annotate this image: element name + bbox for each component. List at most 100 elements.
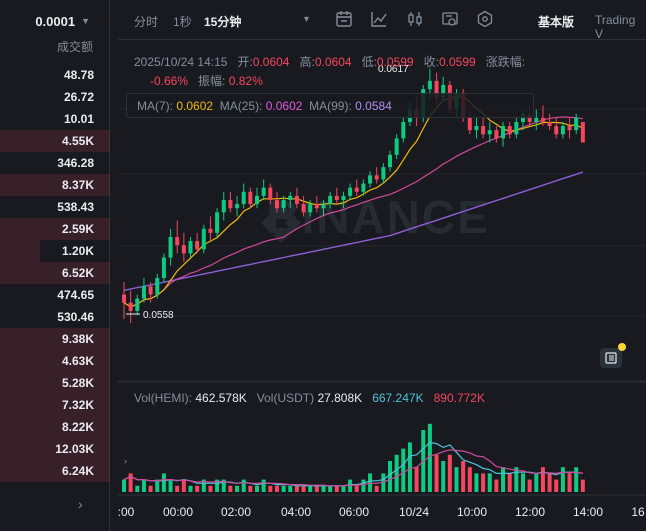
- depth-bar: [0, 174, 110, 196]
- high-marker-label: 0.0617: [378, 64, 409, 75]
- candle-body: [228, 200, 233, 209]
- candle-body: [540, 117, 545, 122]
- orderbook-row[interactable]: 9.38K: [0, 328, 110, 350]
- caret-down-icon: ▼: [81, 16, 90, 26]
- volume-bar: [181, 479, 186, 492]
- orderbook-row[interactable]: 7.32K: [0, 394, 110, 416]
- candle-body: [547, 121, 552, 127]
- candle-body: [161, 257, 166, 279]
- tab-basic[interactable]: 基本版: [538, 15, 575, 29]
- depth-bar: [0, 262, 110, 284]
- candle-body: [507, 126, 512, 135]
- volume-bar: [427, 423, 432, 492]
- vol-hemi-label: Vol(HEMI):: [134, 391, 193, 405]
- candle-body: [321, 204, 326, 209]
- turnover-column-header: 成交额: [56, 40, 93, 54]
- precision-select[interactable]: 0.0001 ▼: [0, 0, 110, 42]
- tab-1s[interactable]: 1秒: [173, 15, 192, 29]
- ma25-line: [123, 116, 583, 308]
- candle-body: [281, 200, 286, 209]
- orderbook-row[interactable]: 26.72: [0, 86, 110, 108]
- tab-time[interactable]: 分时: [134, 15, 159, 29]
- candle-body: [374, 175, 379, 180]
- orderbook-row[interactable]: 1.20K: [0, 240, 110, 262]
- depth-bar: [0, 218, 110, 240]
- orderbook-toggle-button[interactable]: [600, 348, 622, 368]
- vol-usdt-label: Vol(USDT): [256, 391, 315, 405]
- orderbook-row[interactable]: 6.24K: [0, 460, 110, 482]
- turnover-value: 538.43: [57, 200, 94, 214]
- high-label: 高:: [299, 55, 315, 69]
- turnover-value: 10.01: [63, 112, 94, 126]
- orderbook-row[interactable]: 346.28: [0, 152, 110, 174]
- precision-value: 0.0001: [35, 13, 76, 29]
- orderbook-row[interactable]: 6.52K: [0, 262, 110, 284]
- change-label: 涨跌幅:: [485, 55, 526, 69]
- orderbook-row[interactable]: 8.22K: [0, 416, 110, 438]
- interval-dropdown-icon[interactable]: ▾: [304, 14, 310, 25]
- ohlc-info-line2: -0.66% 振幅: 0.82%: [150, 72, 263, 89]
- turnover-value: 4.63K: [61, 354, 94, 368]
- x-tick-label: 10/24: [399, 505, 429, 519]
- orderbook-row[interactable]: 5.28K: [0, 372, 110, 394]
- volume-bar: [501, 467, 506, 492]
- orderbook-row[interactable]: 474.65: [0, 284, 110, 306]
- candle-body: [467, 117, 472, 131]
- volume-bar: [374, 485, 379, 492]
- volume-bar: [334, 485, 339, 492]
- calendar-icon[interactable]: [335, 10, 353, 28]
- volume-bar: [481, 473, 486, 492]
- tab-tradingview[interactable]: Trading V: [595, 13, 636, 41]
- orderbook-row[interactable]: 12.03K: [0, 438, 110, 460]
- candle-body: [388, 154, 392, 168]
- low-label: 低:: [361, 55, 377, 69]
- depth-bar: [0, 130, 110, 152]
- volume-bar: [401, 448, 406, 492]
- orderbook-row[interactable]: 10.01: [0, 108, 110, 130]
- chart-panel: 分时 1秒 15分钟 ▾ 基本版 Trading V BINANCE :00 00…: [118, 0, 646, 531]
- orderbook-row[interactable]: 538.43: [0, 196, 110, 218]
- volume-bar: [168, 479, 173, 492]
- volume-bar: [274, 485, 279, 492]
- volume-bar: [354, 485, 359, 492]
- depth-bar: [0, 372, 110, 394]
- volume-ma-short-path: [123, 441, 584, 487]
- orderbook-row[interactable]: 4.55K: [0, 130, 110, 152]
- volume-bar: [534, 473, 539, 492]
- volume-bar: [580, 479, 585, 492]
- x-tick-label: 14:00: [573, 505, 603, 519]
- volume-bar: [341, 485, 346, 492]
- candle-body: [168, 236, 173, 258]
- orderbook-row[interactable]: 530.46: [0, 306, 110, 328]
- turnover-value: 6.52K: [61, 266, 94, 280]
- turnover-value: 12.03K: [55, 442, 94, 456]
- turnover-value: 346.28: [57, 156, 94, 170]
- volume-bar: [461, 461, 466, 492]
- x-axis: :00 00:00 02:00 04:00 06:00 10/24 10:00 12:00 14…: [118, 505, 645, 519]
- x-tick-label: 06:00: [339, 505, 369, 519]
- hexagon-icon[interactable]: [476, 10, 494, 28]
- chevron-right-icon[interactable]: ›: [78, 496, 83, 512]
- x-tick-label: 16: [631, 505, 645, 519]
- volume-bar: [122, 479, 126, 492]
- candle-style-icon[interactable]: [406, 10, 424, 28]
- candle-body: [195, 241, 200, 250]
- indicator-icon[interactable]: [370, 10, 388, 28]
- x-tick-label: 12:00: [515, 505, 545, 519]
- ma7-label: MA(7):: [137, 98, 173, 113]
- candle-body: [514, 121, 519, 135]
- orderbook-row[interactable]: 2.59K: [0, 218, 110, 240]
- orderbook-row[interactable]: 8.37K: [0, 174, 110, 196]
- candle-body: [328, 195, 333, 205]
- vol-ma-short-value: 667.247K: [372, 391, 424, 405]
- volume-bar: [281, 485, 286, 492]
- settings-icon[interactable]: [441, 10, 459, 28]
- candle-body: [208, 228, 213, 233]
- depth-bar: [0, 350, 110, 372]
- volume-bar: [507, 473, 512, 492]
- orderbook-row[interactable]: 48.78: [0, 64, 110, 86]
- depth-bar: [0, 438, 110, 460]
- tab-15m[interactable]: 15分钟: [204, 15, 242, 29]
- candle-body: [128, 302, 133, 311]
- orderbook-row[interactable]: 4.63K: [0, 350, 110, 372]
